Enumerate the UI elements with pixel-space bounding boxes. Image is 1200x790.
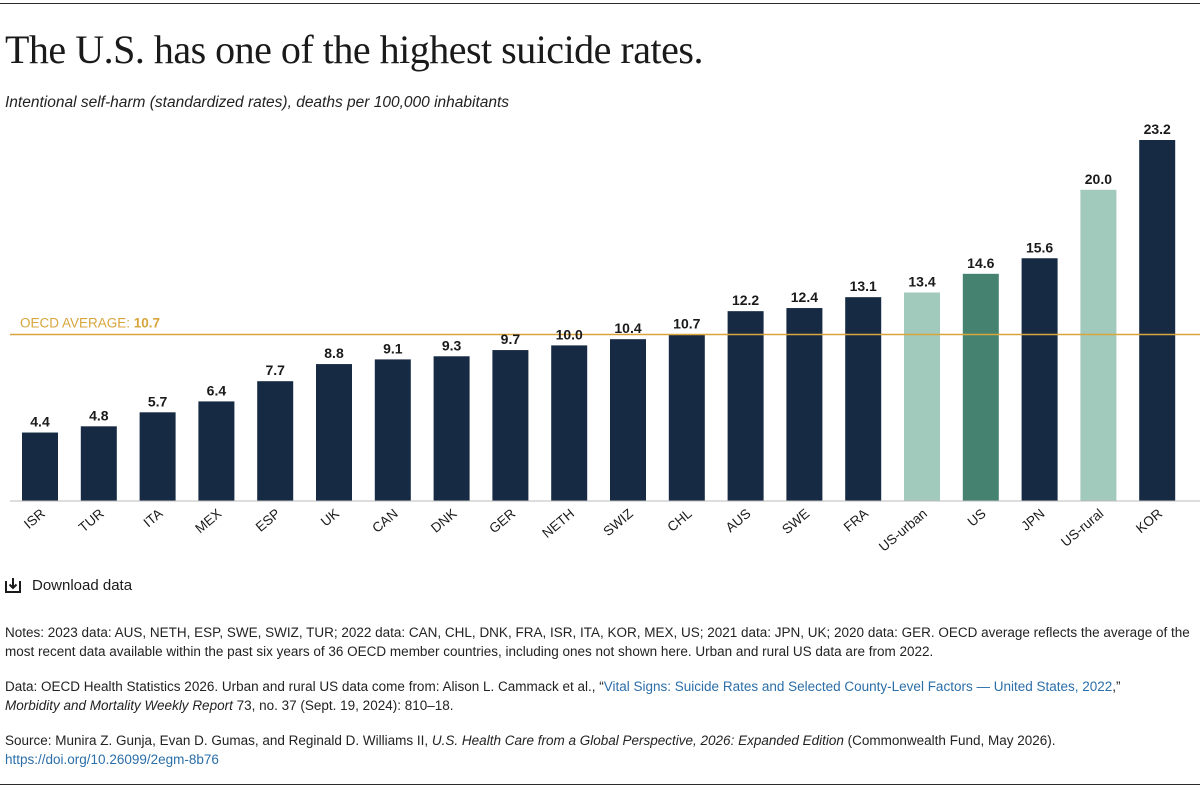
journal-name: Morbidity and Mortality Weekly Report [5, 698, 233, 713]
value-label-uk: 8.8 [324, 345, 344, 361]
category-label-chl: CHL [664, 505, 695, 534]
top-rule [0, 3, 1200, 4]
value-label-fra: 13.1 [850, 278, 877, 294]
bar-chart: OECD AVERAGE: 10.7 4.4 ISR 4.8 TUR 5.7 ITA 6.4… [10, 121, 1200, 555]
oecd-average-label: OECD AVERAGE: 10.7 [20, 316, 160, 331]
bar-us [962, 273, 999, 501]
category-label-us: US [965, 506, 989, 530]
value-label-tur: 4.8 [89, 407, 109, 423]
download-icon [5, 578, 21, 593]
value-label-us-rural: 20.0 [1085, 171, 1112, 187]
source-prefix: Source: Munira Z. Gunja, Evan D. Gumas, … [5, 733, 432, 748]
category-label-aus: AUS [723, 506, 754, 535]
category-label-uk: UK [318, 506, 342, 530]
category-label-swe: SWE [779, 506, 812, 537]
bar-swe [786, 308, 823, 501]
category-label-dnk: DNK [428, 506, 459, 536]
bar-ita [139, 412, 176, 501]
bar-uk [316, 364, 352, 501]
chart-title: The U.S. has one of the highest suicide … [5, 27, 703, 72]
category-label-jpn: JPN [1018, 506, 1047, 534]
vital-signs-link[interactable]: Vital Signs: Suicide Rates and Selected … [603, 679, 1113, 694]
category-label-mex: MEX [192, 506, 224, 536]
value-label-mex: 6.4 [207, 382, 227, 398]
category-label-ita: ITA [141, 506, 166, 530]
value-label-isr: 4.4 [30, 414, 50, 430]
bar-neth [551, 345, 588, 501]
oecd-average-text: OECD AVERAGE: [20, 316, 134, 331]
bar-esp [257, 381, 294, 501]
value-label-aus: 12.2 [732, 292, 759, 308]
value-label-us: 14.6 [967, 255, 994, 271]
bar-fra [845, 297, 882, 501]
download-label: Download data [32, 576, 133, 594]
value-label-chl: 10.7 [673, 316, 700, 332]
value-label-us-urban: 13.4 [908, 273, 935, 289]
category-label-fra: FRA [841, 506, 871, 535]
bar-ger [492, 350, 529, 501]
category-label-can: CAN [369, 506, 400, 536]
data-source-text: Data: OECD Health Statistics 2026. Urban… [5, 677, 1193, 715]
category-label-neth: NETH [539, 506, 577, 541]
category-label-ger: GER [486, 506, 518, 536]
value-label-kor: 23.2 [1144, 121, 1171, 137]
bar-swiz [610, 339, 646, 501]
data-source-rest: 73, no. 37 (Sept. 19, 2024): 810–18. [232, 698, 454, 713]
notes-text: Notes: 2023 data: AUS, NETH, ESP, SWE, S… [5, 625, 1190, 659]
value-label-can: 9.1 [383, 340, 403, 356]
bar-can [374, 359, 411, 501]
source-text: Source: Munira Z. Gunja, Evan D. Gumas, … [5, 731, 1193, 769]
value-label-ita: 5.7 [148, 393, 168, 409]
value-label-neth: 10.0 [556, 326, 583, 342]
doi-link[interactable]: https://doi.org/10.26099/2egm-8b76 [5, 752, 219, 767]
bar-isr [22, 432, 58, 501]
bar-kor [1139, 140, 1176, 501]
category-label-isr: ISR [21, 506, 48, 532]
data-source-after-link: ,” [1112, 679, 1121, 694]
value-label-swe: 12.4 [791, 289, 818, 305]
category-label-esp: ESP [253, 506, 283, 535]
report-title: U.S. Health Care from a Global Perspecti… [431, 733, 844, 748]
bar-dnk [433, 356, 470, 501]
bars-layer [22, 140, 1176, 502]
category-label-us-urban: US-urban [876, 506, 930, 555]
bar-tur [80, 426, 117, 501]
chart-subtitle: Intentional self-harm (standardized rate… [5, 94, 510, 111]
bar-aus [727, 311, 764, 501]
reference-line-layer: OECD AVERAGE: 10.7 [10, 316, 1200, 336]
bar-chl [668, 334, 705, 501]
value-label-jpn: 15.6 [1026, 239, 1053, 255]
bottom-rule [0, 784, 1200, 785]
bar-jpn [1021, 258, 1058, 501]
category-label-tur: TUR [76, 506, 107, 535]
category-label-kor: KOR [1133, 506, 1165, 536]
value-label-esp: 7.7 [265, 362, 285, 378]
oecd-average-value: 10.7 [134, 316, 160, 331]
download-data-button[interactable]: Download data [4, 576, 132, 594]
value-label-swiz: 10.4 [614, 320, 641, 336]
data-source-prefix: Data: OECD Health Statistics 2026. Urban… [5, 679, 604, 694]
value-label-dnk: 9.3 [442, 337, 462, 353]
bar-mex [198, 401, 235, 501]
category-label-us-rural: US-rural [1058, 506, 1106, 550]
value-label-ger: 9.7 [501, 331, 521, 347]
category-label-swiz: SWIZ [600, 506, 635, 539]
bar-us-rural [1080, 189, 1117, 502]
bar-us-urban [904, 292, 940, 501]
source-suffix: (Commonwealth Fund, May 2026). [843, 733, 1056, 748]
